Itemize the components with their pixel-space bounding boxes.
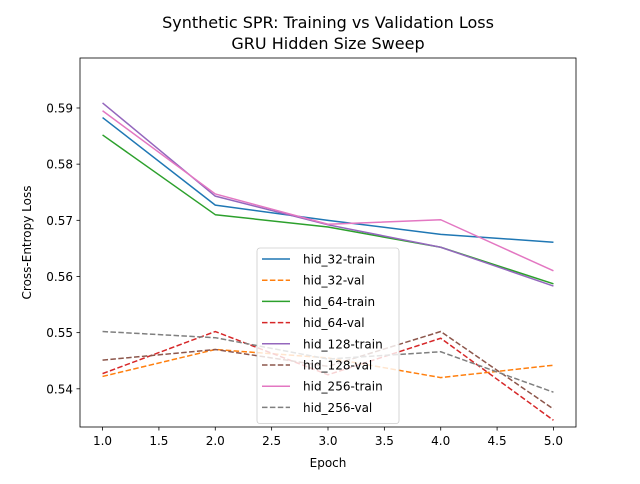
series-layer bbox=[102, 102, 554, 421]
legend: hid_32-train hid_32-val hid_64-train hid_64… bbox=[256, 247, 400, 425]
y-tick-label: 0.57 bbox=[46, 214, 73, 228]
legend-label: hid_128-val bbox=[303, 359, 372, 373]
y-axis-label: Cross-Entropy Loss bbox=[20, 186, 34, 300]
series-line-hid_128-val bbox=[102, 330, 554, 410]
legend-label: hid_64-val bbox=[303, 316, 365, 330]
y-tick-label: 0.55 bbox=[46, 326, 73, 340]
x-tick-label: 4.5 bbox=[488, 434, 507, 448]
x-tick-label: 3.5 bbox=[375, 434, 394, 448]
x-tick-label: 2.5 bbox=[262, 434, 281, 448]
y-tick-label: 0.56 bbox=[46, 270, 73, 284]
chart-title-line-2: GRU Hidden Size Sweep bbox=[231, 34, 424, 53]
legend-box bbox=[256, 247, 400, 425]
y-tick-label: 0.58 bbox=[46, 158, 73, 172]
chart-title-line-1: Synthetic SPR: Training vs Validation Lo… bbox=[162, 13, 494, 32]
series-line-hid_256-val bbox=[102, 330, 554, 393]
x-tick-label: 2.0 bbox=[206, 434, 225, 448]
y-tick-label: 0.59 bbox=[46, 101, 73, 115]
x-tick-label: 5.0 bbox=[544, 434, 563, 448]
legend-label: hid_256-train bbox=[303, 380, 383, 394]
x-axis: 1.0 1.5 2.0 2.5 3.0 3.5 4.0 4.5 5.0 bbox=[93, 427, 563, 448]
legend-label: hid_32-val bbox=[303, 274, 365, 288]
legend-label: hid_32-train bbox=[303, 253, 375, 267]
x-tick-label: 3.0 bbox=[318, 434, 337, 448]
y-axis: 0.54 0.55 0.56 0.57 0.58 0.59 bbox=[46, 101, 80, 396]
legend-label: hid_128-train bbox=[303, 337, 383, 351]
legend-label: hid_256-val bbox=[303, 401, 372, 415]
legend-label: hid_64-train bbox=[303, 295, 375, 309]
x-tick-label: 1.0 bbox=[93, 434, 112, 448]
y-tick-label: 0.54 bbox=[46, 382, 73, 396]
series-line-hid_256-train bbox=[102, 110, 554, 272]
x-axis-label: Epoch bbox=[310, 456, 347, 470]
series-line-hid_32-val bbox=[102, 348, 554, 379]
x-tick-label: 1.5 bbox=[149, 434, 168, 448]
x-tick-label: 4.0 bbox=[431, 434, 450, 448]
